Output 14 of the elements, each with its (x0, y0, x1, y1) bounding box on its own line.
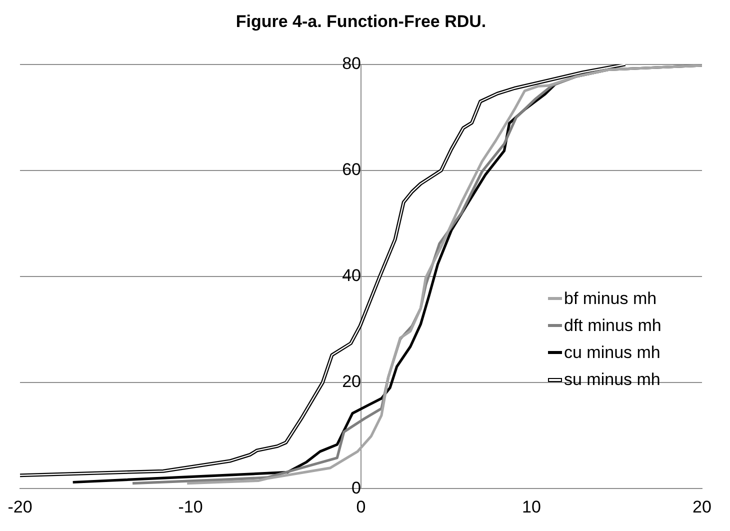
x-tick-label: -20 (8, 497, 32, 516)
y-tick-label: 0 (352, 478, 361, 498)
legend-label: bf minus mh (564, 288, 657, 308)
legend-label: su minus mh (564, 370, 660, 390)
legend-label: cu minus mh (564, 342, 660, 362)
legend-label: dft minus mh (564, 316, 662, 336)
chart-title: Figure 4-a. Function-Free RDU. (236, 12, 486, 31)
y-tick-label: 80 (342, 54, 361, 74)
y-tick-label: 60 (342, 160, 361, 180)
x-tick-label: 10 (522, 497, 541, 516)
y-tick-label: 40 (342, 266, 361, 286)
x-tick-label: -10 (178, 497, 203, 516)
x-tick-label: 20 (692, 497, 712, 516)
y-tick-label: 20 (342, 372, 361, 392)
